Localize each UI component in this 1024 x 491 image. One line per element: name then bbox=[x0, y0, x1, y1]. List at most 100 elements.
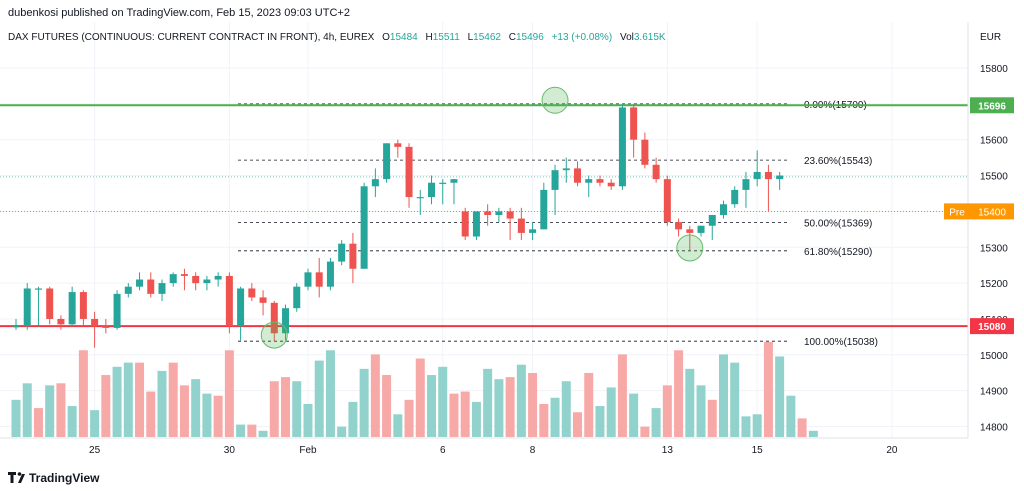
change-value: +13 (+0.08%) bbox=[552, 32, 613, 43]
candle-body bbox=[46, 288, 54, 319]
time-tick-label: 15 bbox=[752, 445, 764, 456]
volume-bar bbox=[696, 385, 706, 437]
candle-body bbox=[551, 170, 559, 190]
volume-bar bbox=[494, 379, 504, 437]
candle-body bbox=[349, 243, 357, 269]
volume-bar bbox=[213, 395, 223, 437]
volume-bar bbox=[561, 381, 571, 437]
volume-bar bbox=[516, 364, 526, 437]
time-tick-label: 6 bbox=[440, 445, 446, 456]
volume-bar bbox=[236, 424, 246, 437]
volume-bar bbox=[741, 416, 751, 437]
candle-body bbox=[641, 139, 649, 165]
candle-body bbox=[585, 179, 593, 183]
volume-bar bbox=[224, 350, 234, 437]
volume-bar bbox=[606, 387, 616, 437]
price-tick-label: 14900 bbox=[980, 387, 1008, 398]
volume-bar bbox=[471, 401, 481, 437]
candle-body bbox=[731, 189, 739, 205]
volume-bar bbox=[303, 403, 313, 437]
low-value: 15462 bbox=[473, 32, 501, 43]
candle-body bbox=[719, 204, 727, 215]
volume-bar bbox=[651, 408, 661, 437]
candle-body bbox=[618, 107, 626, 187]
volume-bar bbox=[539, 403, 549, 437]
price-tick-label: 15600 bbox=[980, 136, 1008, 147]
candle-body bbox=[282, 308, 290, 334]
candle-body bbox=[472, 211, 480, 237]
candle-body bbox=[405, 146, 413, 198]
time-tick-label: 13 bbox=[662, 445, 674, 456]
fib-level-label: 23.60%(15543) bbox=[804, 156, 872, 167]
time-tick-label: Feb bbox=[299, 445, 317, 456]
green-price-label: 15696 bbox=[978, 101, 1006, 112]
volume-bar bbox=[438, 366, 448, 437]
volume-bar bbox=[550, 397, 560, 437]
volume-bar bbox=[707, 399, 717, 437]
green-price-tag bbox=[970, 97, 1014, 114]
volume-bar bbox=[281, 377, 291, 437]
candle-body bbox=[416, 197, 424, 199]
volume-bar bbox=[370, 354, 380, 437]
candle-body bbox=[79, 292, 87, 319]
volume-bar bbox=[78, 350, 88, 437]
candle-body bbox=[203, 279, 211, 284]
volume-bar bbox=[617, 354, 627, 437]
volume-bar bbox=[202, 393, 212, 437]
candle-body bbox=[147, 279, 155, 294]
volume-bar bbox=[325, 350, 335, 437]
candle-body bbox=[596, 179, 604, 183]
volume-bar bbox=[505, 377, 515, 437]
volume-bar bbox=[449, 393, 459, 437]
candles bbox=[12, 103, 784, 348]
price-tick-label: 15200 bbox=[980, 279, 1008, 290]
candle-body bbox=[484, 211, 492, 215]
candle-body bbox=[574, 168, 581, 183]
candle-body bbox=[675, 222, 683, 230]
candle-body bbox=[237, 288, 245, 327]
volume-bar bbox=[674, 350, 684, 437]
highlight-circle bbox=[541, 86, 569, 114]
candle-body bbox=[383, 143, 391, 180]
price-axis[interactable]: 1580015700156001550015400153001520015100… bbox=[944, 64, 1014, 434]
candle-body bbox=[428, 182, 436, 198]
candle-body bbox=[169, 274, 177, 284]
volume-bar bbox=[573, 412, 582, 437]
volume-bar bbox=[22, 383, 32, 437]
volume-bar bbox=[460, 391, 470, 437]
volume-bar bbox=[393, 414, 403, 437]
volume-bar bbox=[337, 426, 347, 437]
candle-body bbox=[113, 293, 121, 328]
open-value: 15484 bbox=[390, 32, 418, 43]
volume-bar bbox=[427, 375, 437, 437]
price-tick-label: 15500 bbox=[980, 172, 1008, 183]
pre-tag bbox=[944, 203, 970, 220]
volume-bar bbox=[45, 385, 55, 437]
candle-body bbox=[360, 186, 368, 269]
time-axis[interactable]: 25 30 Feb 6 8 13 15 20 bbox=[89, 445, 898, 456]
volume-bar bbox=[483, 368, 493, 437]
candle-body bbox=[293, 286, 301, 309]
candle-body bbox=[124, 286, 132, 294]
tradingview-logo[interactable]: TradingView bbox=[8, 471, 100, 485]
volume-bar bbox=[112, 366, 122, 437]
publisher-line: dubenkosi published on TradingView.com, … bbox=[8, 7, 350, 19]
candle-body bbox=[34, 288, 42, 290]
volume-bar bbox=[146, 391, 156, 437]
volume-bar bbox=[67, 406, 77, 437]
symbol-title: DAX FUTURES (CONTINUOUS: CURRENT CONTRAC… bbox=[8, 32, 375, 43]
candle-body bbox=[158, 283, 166, 294]
volume-bar bbox=[797, 418, 807, 437]
volume-bar bbox=[629, 393, 639, 437]
volume-bar bbox=[168, 362, 178, 437]
volume-bar bbox=[808, 430, 818, 437]
candle-body bbox=[529, 229, 537, 233]
price-tick-label: 15800 bbox=[980, 64, 1008, 75]
volume-bar bbox=[584, 372, 594, 437]
candle-body bbox=[192, 275, 200, 284]
candle-body bbox=[248, 288, 256, 298]
price-tick-label: 14800 bbox=[980, 423, 1008, 434]
candle-body bbox=[315, 272, 323, 287]
candle-body bbox=[68, 292, 76, 325]
